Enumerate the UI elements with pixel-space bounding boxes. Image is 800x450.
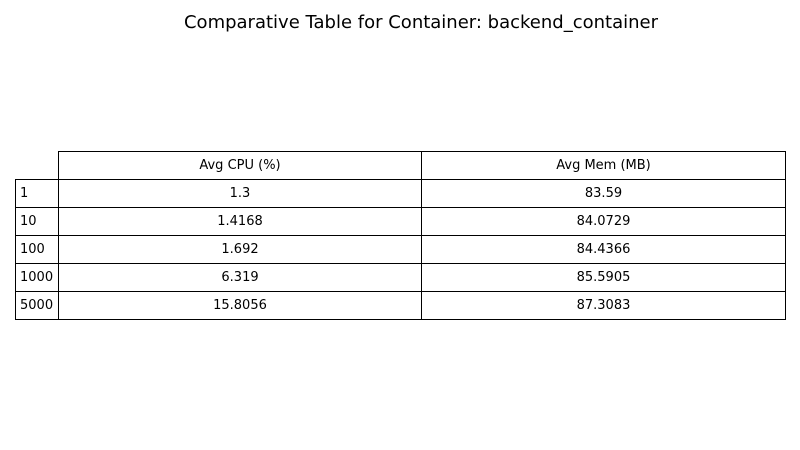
cpu-value-cell: 1.4168	[58, 207, 422, 236]
cpu-value-cell: 15.8056	[58, 291, 422, 320]
mem-value-cell: 85.5905	[421, 263, 786, 292]
mem-value-cell: 84.0729	[421, 207, 786, 236]
table-row: 100 1.692 84.4366	[15, 235, 786, 264]
table-row: 1000 6.319 85.5905	[15, 263, 786, 292]
cpu-value-cell: 6.319	[58, 263, 422, 292]
table-title: Comparative Table for Container: backend…	[183, 12, 658, 33]
comparative-table: Avg CPU (%) Avg Mem (MB) 1 1.3 83.59 10 …	[15, 151, 786, 320]
column-header-avg-cpu: Avg CPU (%)	[58, 151, 422, 180]
row-label: 5000	[15, 291, 59, 320]
row-label: 1	[15, 179, 59, 208]
column-header-avg-mem: Avg Mem (MB)	[421, 151, 786, 180]
row-label: 10	[15, 207, 59, 236]
mem-value-cell: 87.3083	[421, 291, 786, 320]
header-row: Avg CPU (%) Avg Mem (MB)	[16, 151, 786, 180]
table-row: 5000 15.8056 87.3083	[15, 291, 786, 320]
cpu-value-cell: 1.3	[58, 179, 422, 208]
mem-value-cell: 83.59	[421, 179, 786, 208]
table-row: 10 1.4168 84.0729	[15, 207, 786, 236]
cpu-value-cell: 1.692	[58, 235, 422, 264]
corner-cell	[16, 152, 59, 180]
mem-value-cell: 84.4366	[421, 235, 786, 264]
table-row: 1 1.3 83.59	[15, 179, 786, 208]
row-label: 1000	[15, 263, 59, 292]
row-label: 100	[15, 235, 59, 264]
